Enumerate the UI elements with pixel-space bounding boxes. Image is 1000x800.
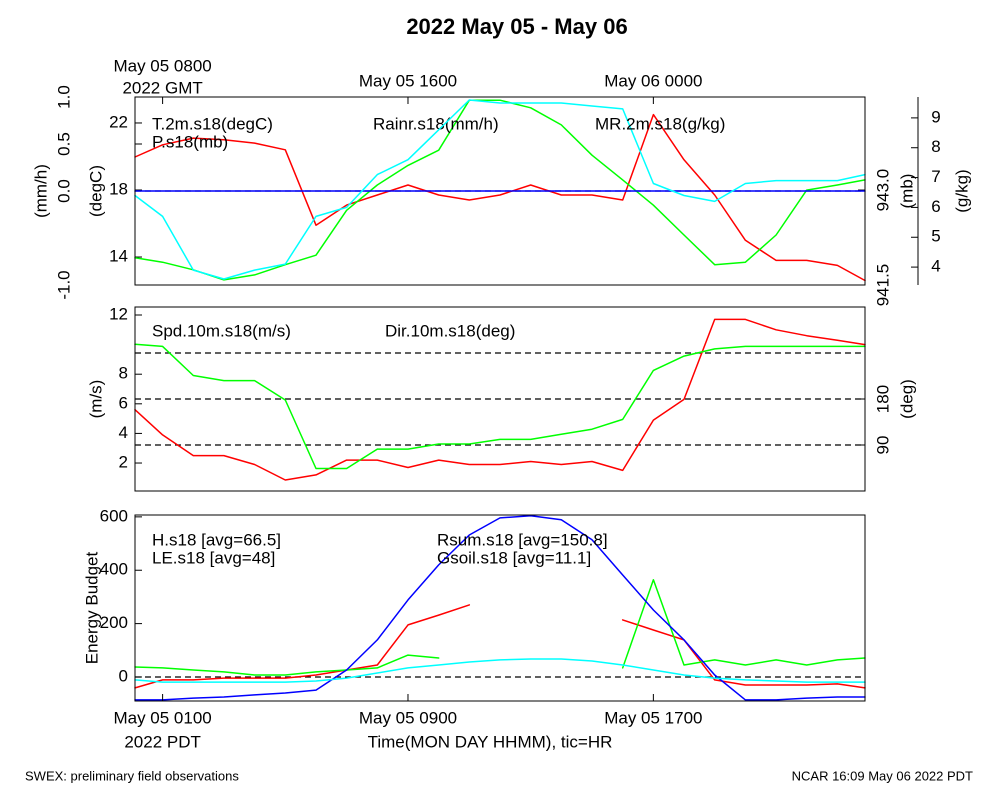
- series-line: [134, 113, 866, 282]
- legend-entry: MR.2m.s18(g/kg): [595, 114, 725, 133]
- x2-tick-label: May 05 0800: [113, 56, 211, 75]
- legend-entry: Spd.10m.s18(m/s): [152, 321, 291, 340]
- y-tick-label: 0.0: [54, 179, 73, 203]
- y-tick-label: 200: [100, 613, 128, 632]
- plot-frame: [134, 96, 866, 286]
- y-tick-label: 2: [119, 453, 128, 472]
- y-tick-label: 180: [873, 385, 892, 413]
- plot-frame: [134, 306, 866, 492]
- y-tick-label: 0.5: [54, 132, 73, 156]
- y-tick-label: 600: [100, 506, 128, 525]
- legend-entry: P.s18(mb): [152, 132, 228, 151]
- series-line: [134, 658, 866, 683]
- y-tick-label: 9: [931, 107, 940, 126]
- x-zone-label: 2022 PDT: [124, 732, 201, 751]
- y-tick-label: 7: [931, 167, 940, 186]
- y-tick-label: 0: [119, 666, 128, 685]
- legend-entry: LE.s18 [avg=48]: [152, 548, 275, 567]
- y-tick-label: 18: [109, 179, 128, 198]
- y-tick-label: 400: [100, 560, 128, 579]
- y-axis-title: Energy Budget: [82, 551, 101, 664]
- series-line: [134, 343, 866, 470]
- x-tick-label: May 05 0900: [359, 708, 457, 727]
- y-tick-label: 1.0: [54, 85, 73, 109]
- footer-left: SWEX: preliminary field observations: [25, 768, 239, 783]
- y-tick-label: 8: [119, 364, 128, 383]
- y-tick-label: 941.5: [873, 264, 892, 307]
- y-tick-label: 8: [931, 137, 940, 156]
- series-line: [134, 99, 866, 280]
- x2-tick-label: May 05 1600: [359, 71, 457, 90]
- y-tick-label: 943.0: [873, 169, 892, 212]
- x-axis-title: Time(MON DAY HHMM), tic=HR: [368, 732, 613, 751]
- series-line: [134, 515, 866, 701]
- y-axis-title: (m/s): [86, 380, 105, 419]
- y-axis-title: (mb): [897, 174, 916, 209]
- y-tick-label: 90: [873, 436, 892, 455]
- legend-entry: Rsum.s18 [avg=150.8]: [437, 530, 608, 549]
- series-line: [134, 579, 866, 676]
- footer-right: NCAR 16:09 May 06 2022 PDT: [792, 768, 973, 783]
- y-tick-label: 14: [109, 247, 128, 266]
- y-axis-title: (degC): [86, 165, 105, 217]
- y-tick-label: 6: [931, 197, 940, 216]
- y-tick-label: 4: [119, 423, 128, 442]
- y-tick-label: 22: [109, 112, 128, 131]
- legend-entry: H.s18 [avg=66.5]: [152, 530, 281, 549]
- y-axis-title: (mm/h): [31, 164, 50, 218]
- y-tick-label: -1.0: [54, 270, 73, 299]
- legend-entry: Gsoil.s18 [avg=11.1]: [437, 548, 591, 567]
- legend-entry: Dir.10m.s18(deg): [385, 321, 515, 340]
- y-axis-title: (g/kg): [952, 169, 971, 212]
- legend-entry: Rainr.s18(mm/h): [373, 114, 499, 133]
- series-line: [134, 604, 866, 689]
- plot-frame: [134, 514, 866, 702]
- series-line: [134, 318, 866, 481]
- legend-entry: T.2m.s18(degC): [152, 114, 273, 133]
- x-tick-label: May 05 1700: [604, 708, 702, 727]
- y-tick-label: 12: [109, 304, 128, 323]
- series-line: [134, 99, 866, 281]
- y-tick-label: 4: [931, 257, 940, 276]
- y-tick-label: 5: [931, 227, 940, 246]
- x2-tick-label: May 06 0000: [604, 71, 702, 90]
- x2-zone-label: 2022 GMT: [122, 78, 202, 97]
- x-tick-label: May 05 0100: [113, 708, 211, 727]
- y-tick-label: 6: [119, 393, 128, 412]
- y-axis-title: (deg): [897, 379, 916, 419]
- chart-title: 2022 May 05 - May 06: [406, 14, 627, 39]
